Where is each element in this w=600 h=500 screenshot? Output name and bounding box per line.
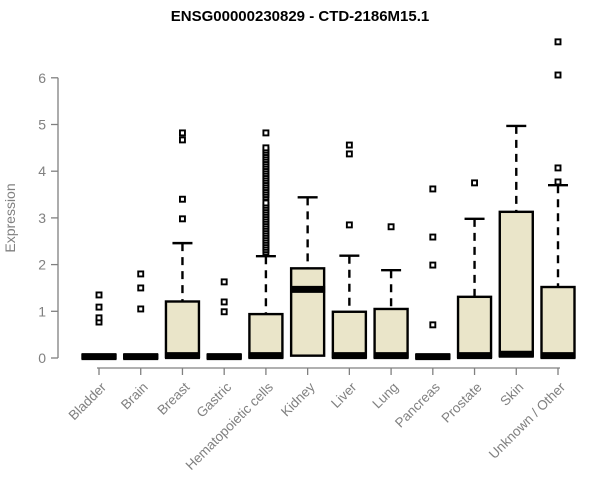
y-axis-label: Expression — [2, 183, 18, 252]
outlier-point — [262, 199, 270, 207]
outlier-point — [220, 278, 228, 286]
y-tick-label: 6 — [38, 70, 46, 86]
x-tick-label: Unknown / Other — [486, 379, 569, 462]
x-tick-label: Breast — [154, 379, 192, 417]
outlier-point — [220, 298, 228, 306]
y-tick-label: 0 — [38, 350, 46, 366]
outlier-point — [429, 233, 437, 241]
y-tick-label: 3 — [38, 210, 46, 226]
x-tick-label: Kidney — [278, 379, 318, 419]
x-tick-label: Skin — [497, 380, 526, 409]
x-tick-label: Lung — [369, 380, 401, 412]
outlier-point — [387, 223, 395, 231]
outlier-point — [179, 129, 186, 137]
outlier-point — [345, 150, 353, 158]
outlier-point — [179, 136, 186, 144]
y-tick-label: 5 — [38, 117, 46, 133]
outlier-point — [137, 270, 145, 278]
chart-title: ENSG00000230829 - CTD-2186M15.1 — [171, 8, 430, 25]
box-iqr — [164, 300, 201, 359]
box-iqr — [331, 310, 368, 359]
outlier-point — [95, 314, 103, 322]
outlier-point — [345, 141, 353, 149]
outlier-point — [429, 321, 437, 329]
outlier-point — [95, 291, 103, 299]
y-tick-label: 1 — [38, 303, 46, 319]
outlier-point — [345, 221, 353, 229]
box-iqr — [289, 267, 326, 357]
outlier-point — [220, 308, 228, 316]
outlier-point — [137, 305, 145, 313]
outlier-point — [429, 185, 437, 193]
x-tick-label: Pancreas — [392, 379, 443, 430]
y-tick-label: 4 — [38, 163, 46, 179]
y-tick-label: 2 — [38, 257, 46, 273]
outlier-point — [262, 144, 270, 152]
box-iqr — [456, 295, 493, 359]
outlier-point — [95, 303, 103, 311]
x-tick-label: Liver — [328, 379, 360, 411]
box-iqr — [373, 307, 409, 359]
x-tick-label: Prostate — [439, 380, 485, 426]
outlier-point — [262, 129, 270, 137]
outlier-point — [137, 284, 145, 292]
outlier-point — [554, 71, 562, 79]
outlier-point — [471, 179, 478, 187]
box-iqr — [540, 285, 576, 359]
box-iqr — [498, 210, 534, 357]
outlier-point — [179, 215, 186, 223]
x-tick-label: Bladder — [66, 379, 110, 423]
x-tick-label: Gastric — [193, 379, 234, 420]
outlier-point — [554, 164, 562, 172]
x-tick-label: Brain — [118, 380, 151, 413]
box-iqr — [248, 312, 284, 359]
outlier-point — [554, 38, 562, 46]
outlier-point — [429, 261, 437, 269]
outlier-point — [554, 178, 562, 186]
outlier-point — [179, 195, 186, 203]
